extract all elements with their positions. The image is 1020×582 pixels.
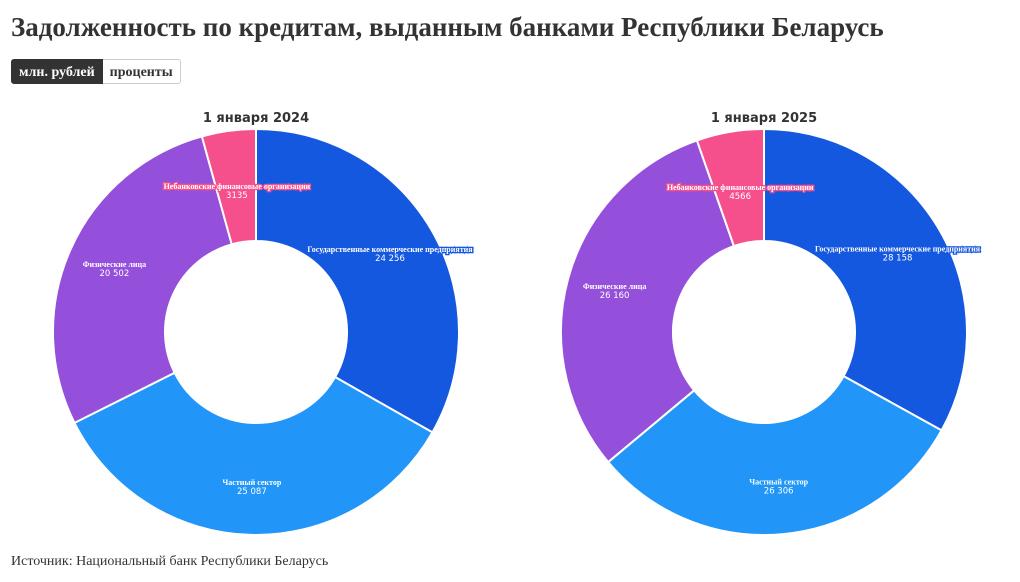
slice-nonbank[interactable]: [200, 128, 257, 246]
donut-chart-2: 1 января 2025 Государственные коммерчески…: [560, 111, 982, 536]
slice-label-value: 3135: [226, 191, 248, 201]
slice-label-name: Государственные коммерческие предприятия: [815, 244, 981, 253]
source-note: Источник: Национальный банк Республики Б…: [11, 554, 329, 569]
slice-nonbank[interactable]: [695, 128, 765, 248]
slice-label-name: Частный сектор: [222, 478, 281, 487]
slice-label-value: 4566: [729, 192, 751, 202]
slice-individuals[interactable]: [52, 135, 233, 424]
slice-label-name: Частный сектор: [749, 477, 808, 486]
slice-label-value: 26 306: [764, 486, 794, 496]
toggle-percent-button[interactable]: проценты: [102, 59, 181, 84]
slice-label-value: 25 087: [237, 487, 267, 497]
slice-state[interactable]: [763, 128, 968, 432]
chart-title: 1 января 2024: [203, 111, 309, 126]
slice-label-state: Государственные коммерческие предприятия…: [814, 243, 982, 264]
slice-label-value: 20 502: [99, 269, 129, 279]
slice-label-name: Государственные коммерческие предприятия: [307, 245, 473, 254]
slice-label-name: Физические лица: [83, 260, 147, 269]
slice-individuals[interactable]: [560, 139, 735, 464]
charts-area: 1 января 2024 Государственные коммерчески…: [52, 111, 982, 536]
unit-toggle: млн. рублей проценты: [11, 59, 181, 84]
slice-private[interactable]: [607, 375, 943, 536]
slice-label-value: 26 160: [600, 291, 630, 301]
slice-state[interactable]: [255, 128, 460, 434]
page-title: Задолженность по кредитам, выданным банк…: [11, 12, 884, 42]
donut-chart-1: 1 января 2024 Государственные коммерчески…: [52, 111, 474, 536]
slice-label-value: 24 256: [375, 254, 405, 264]
chart-title: 1 января 2025: [711, 111, 817, 126]
toggle-millions-button[interactable]: млн. рублей: [11, 59, 103, 84]
slice-label-state: Государственные коммерческие предприятия…: [306, 244, 474, 265]
slice-private[interactable]: [73, 371, 434, 536]
slice-label-name: Небанковские финансовые организации: [164, 182, 311, 191]
slice-label-value: 28 158: [883, 253, 913, 263]
slice-label-name: Небанковские финансовые организации: [667, 183, 814, 192]
slice-label-name: Физические лица: [583, 282, 647, 291]
